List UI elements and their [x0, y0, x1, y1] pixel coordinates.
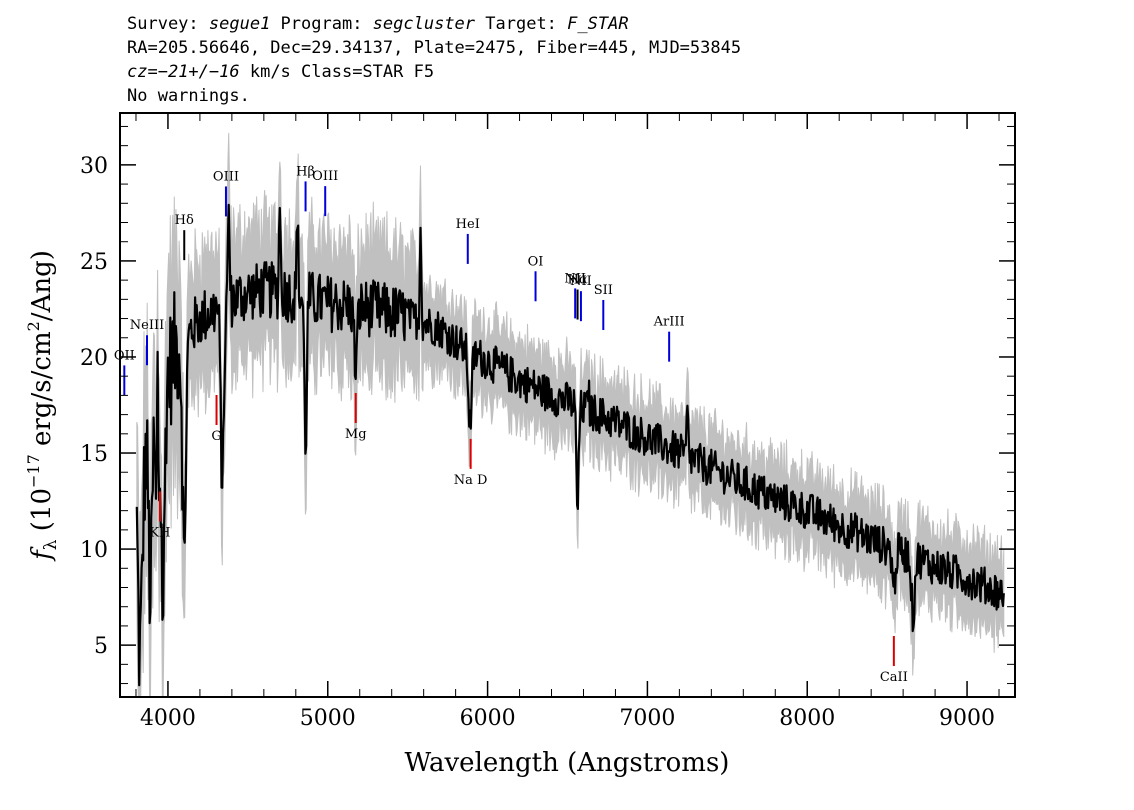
y-tick-label: 25 [80, 250, 108, 275]
x-tick-label: 9000 [939, 706, 995, 731]
x-tick-label: 5000 [300, 706, 356, 731]
line-label-h-3: Hα [568, 273, 588, 288]
flux-series [135, 203, 1005, 687]
header-line-3: cz=−21+/−16 km/s Class=STAR F5 [127, 62, 434, 82]
y-tick-label: 10 [80, 538, 108, 563]
header-line-4: No warnings. [127, 86, 250, 106]
line-label-h: Hδ [175, 213, 194, 228]
line-label-nad: Na D [454, 473, 488, 488]
x-tick-label: 4000 [140, 706, 196, 731]
survey-value: segue1 [209, 14, 270, 34]
y-tick-label: 15 [80, 442, 108, 467]
error-band [136, 132, 1005, 697]
cz-label: cz [127, 62, 147, 82]
line-label-neiii: NeIII [130, 318, 164, 333]
y-tick-label: 20 [80, 346, 108, 371]
line-label-oiii: OIII [213, 169, 239, 184]
spectrum-header: Survey: segue1 Program: segcluster Targe… [127, 14, 741, 106]
line-label-h-2: Hβ [296, 164, 315, 179]
y-tick-label: 30 [80, 154, 108, 179]
y-tick-label: 5 [94, 634, 108, 659]
error-band-area [136, 132, 1005, 697]
x-tick-label: 6000 [460, 706, 516, 731]
line-label-nii-2: NII [570, 274, 592, 289]
y-axis-title: fλ (10−17 erg/s/cm2/Ang) [24, 250, 61, 562]
cz-value: =−21+/−16 [147, 62, 239, 82]
line-label-nii: NII [564, 271, 586, 286]
line-label-mg: Mg [345, 427, 367, 442]
header-line-2: RA=205.56646, Dec=29.34137, Plate=2475, … [127, 38, 741, 58]
x-tick-label: 8000 [779, 706, 835, 731]
line-label-hei: HeI [456, 217, 480, 232]
line-label-oi: OI [528, 254, 544, 269]
flux-line [135, 203, 1005, 687]
line-label-caii: CaII [880, 670, 908, 685]
plot-frame [119, 112, 1016, 698]
program-value: segcluster [373, 14, 476, 34]
line-label-kh: KH [149, 525, 170, 540]
target-value: F_STAR [567, 14, 628, 34]
line-label-oii: OII [114, 348, 135, 363]
axis-ticks: 4000 5000 6000 7000 8000 9000 5 10 15 20 25 30 [80, 113, 1015, 731]
line-label-sii: SII [594, 283, 613, 298]
header-line-1: Survey: segue1 Program: segcluster Targe… [127, 14, 629, 34]
line-label-g: G [211, 429, 221, 444]
x-tick-label: 7000 [619, 706, 675, 731]
line-label-oiii-2: OIII [312, 169, 338, 184]
x-axis-title: Wavelength (Angstroms) [405, 748, 730, 778]
line-label-ariii: ArIII [653, 315, 685, 330]
